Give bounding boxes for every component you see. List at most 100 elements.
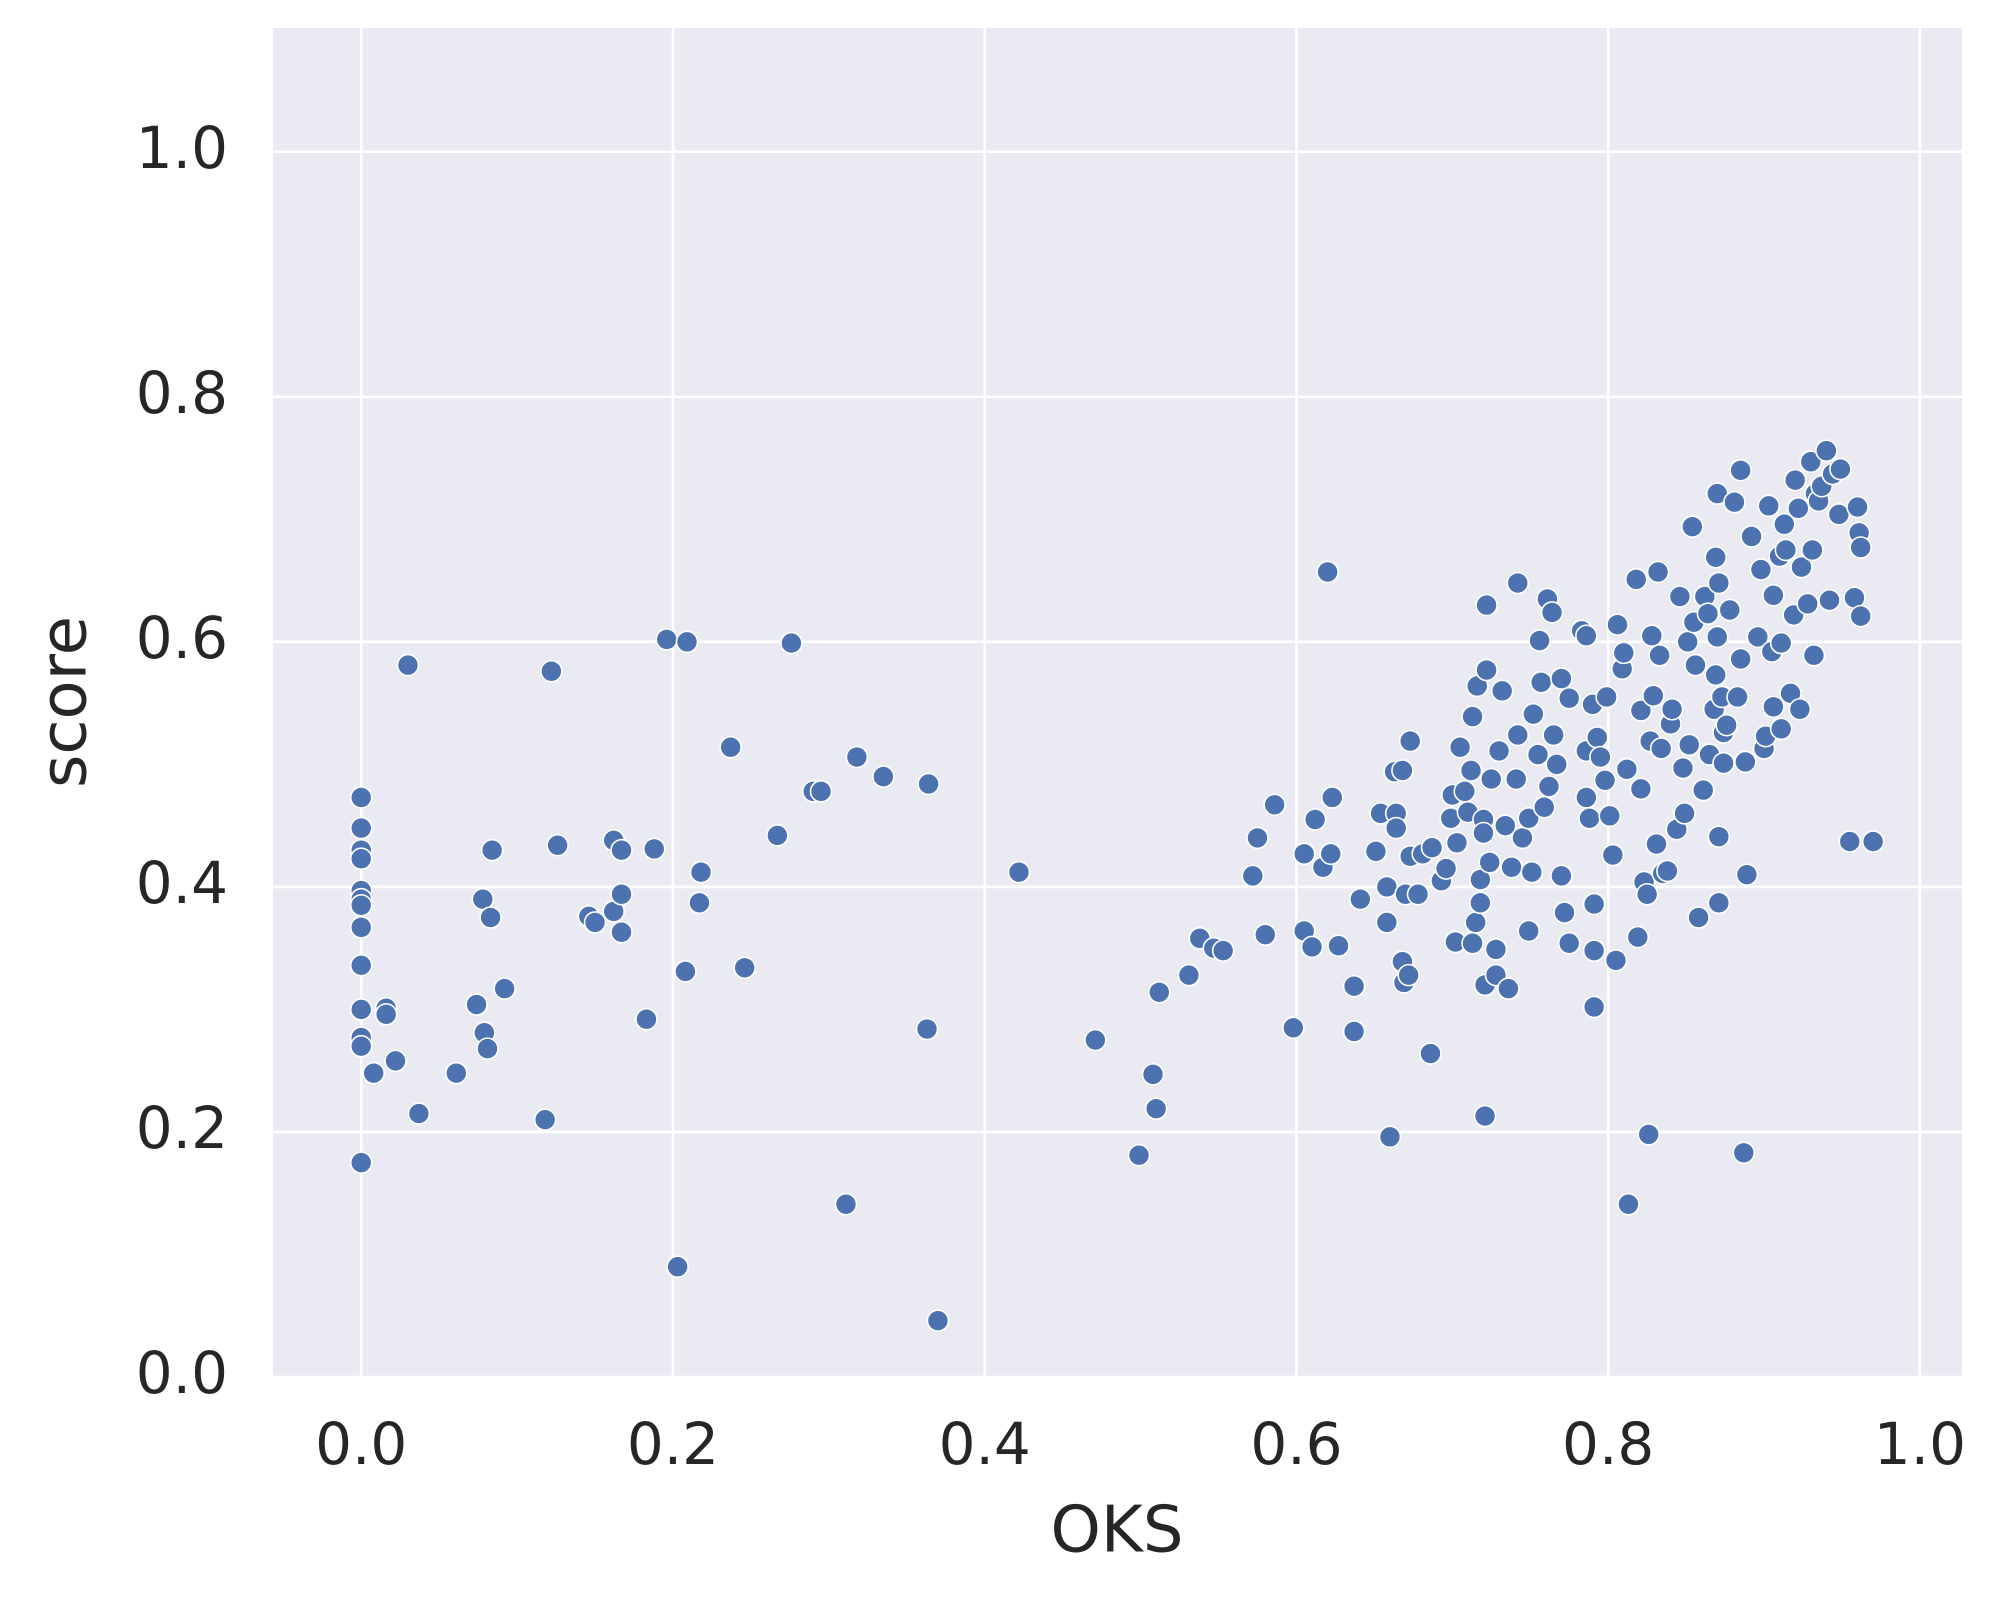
point: [1319, 842, 1343, 866]
point: [1384, 816, 1408, 840]
point: [546, 833, 569, 857]
point: [1783, 468, 1807, 492]
y-tick-label: 1.0: [136, 114, 228, 182]
point: [1796, 592, 1819, 616]
point: [493, 977, 516, 1000]
point: [1582, 939, 1606, 962]
point: [1529, 670, 1553, 694]
point: [689, 860, 713, 884]
point: [445, 1061, 468, 1085]
point: [1604, 949, 1628, 972]
point: [915, 1017, 939, 1041]
point: [1705, 625, 1729, 649]
point: [1624, 568, 1648, 591]
point: [1762, 695, 1785, 719]
point: [1746, 625, 1770, 649]
point: [1578, 806, 1601, 830]
point: [1553, 901, 1576, 924]
point: [1253, 923, 1277, 946]
point: [1774, 538, 1798, 562]
point: [1520, 860, 1544, 884]
point: [1375, 911, 1399, 934]
point: [362, 1061, 385, 1085]
point: [675, 630, 699, 654]
point: [1473, 1104, 1497, 1128]
point: [583, 911, 607, 934]
point: [1734, 750, 1757, 774]
point: [1292, 842, 1316, 866]
point: [1406, 882, 1430, 906]
point: [1629, 699, 1653, 722]
point: [1729, 647, 1752, 671]
point: [1691, 778, 1715, 802]
point: [845, 745, 869, 769]
point: [1715, 713, 1738, 737]
point: [1585, 726, 1609, 749]
point: [1673, 802, 1696, 825]
point: [1668, 585, 1692, 608]
point: [766, 824, 789, 847]
point: [1479, 767, 1503, 791]
y-tick-label: 0.8: [136, 359, 228, 427]
point: [1484, 938, 1508, 961]
point: [872, 765, 895, 788]
x-axis-label: OKS: [1051, 1494, 1184, 1568]
point: [1349, 887, 1372, 911]
point: [1526, 743, 1550, 766]
point: [1545, 753, 1569, 776]
point: [1649, 737, 1673, 760]
point: [610, 838, 633, 862]
y-tick-label: 0.6: [136, 604, 228, 672]
point: [635, 1007, 658, 1031]
point: [349, 786, 373, 809]
point: [1615, 757, 1639, 781]
point: [1846, 495, 1869, 519]
point: [1375, 875, 1399, 899]
point: [1542, 723, 1565, 747]
point: [1787, 496, 1810, 520]
point: [1707, 891, 1731, 915]
point: [1540, 601, 1564, 624]
point: [1575, 624, 1598, 648]
point: [1506, 571, 1530, 595]
point: [1144, 1097, 1168, 1120]
point: [1490, 679, 1514, 703]
point: [719, 735, 742, 759]
point: [1861, 830, 1885, 853]
point: [1320, 786, 1344, 809]
point: [1475, 658, 1498, 682]
point: [1461, 931, 1484, 955]
point: [1475, 593, 1498, 617]
point: [1676, 630, 1699, 654]
point: [780, 631, 803, 655]
point: [1316, 560, 1339, 584]
point: [1769, 631, 1793, 655]
point: [1802, 644, 1826, 667]
point: [1757, 494, 1781, 518]
point: [1434, 857, 1458, 880]
point: [1453, 780, 1477, 803]
point: [733, 956, 756, 980]
point: [1646, 560, 1670, 584]
point: [1790, 555, 1813, 579]
point: [688, 891, 711, 915]
point: [1391, 759, 1414, 782]
x-tick-label: 0.4: [939, 1410, 1031, 1478]
point: [1677, 733, 1701, 757]
point: [1448, 735, 1472, 759]
point: [1762, 583, 1785, 607]
x-tick-label: 0.8: [1562, 1410, 1654, 1478]
point: [407, 1102, 431, 1125]
point: [1327, 934, 1350, 958]
point: [1773, 512, 1796, 536]
point: [1829, 457, 1852, 481]
point: [1522, 702, 1545, 726]
y-axis-label: score: [28, 616, 102, 788]
point: [1500, 855, 1523, 879]
point: [1528, 629, 1551, 652]
point: [1729, 459, 1752, 482]
point: [1246, 826, 1269, 850]
point: [917, 772, 940, 796]
point: [674, 960, 697, 983]
